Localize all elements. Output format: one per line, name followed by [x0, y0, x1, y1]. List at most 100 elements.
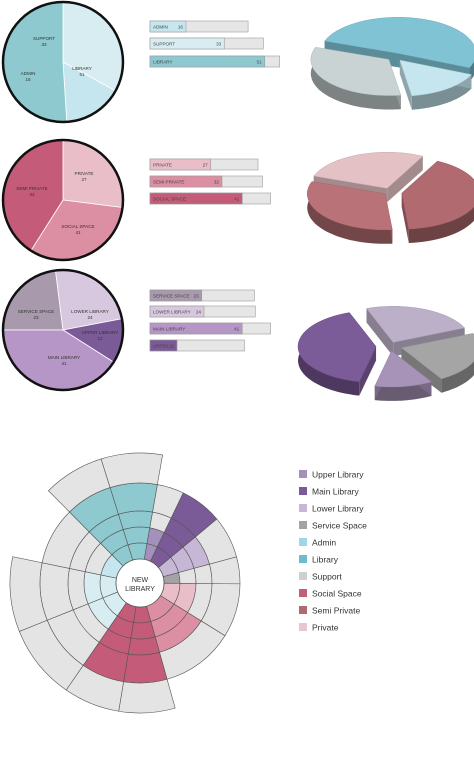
- pie-slice: [2, 1, 68, 123]
- legend-swatch: [299, 589, 307, 597]
- bar: [149, 289, 203, 302]
- pie3d-slice-side: [441, 333, 474, 393]
- legend-swatch: [299, 521, 307, 529]
- bar-value: 32: [214, 180, 220, 185]
- pie3d-slice-wall: [401, 193, 409, 243]
- slice-label: SOCIAL SPACE: [61, 224, 94, 229]
- bar-label: UPPEK: [153, 344, 170, 349]
- bar-value: 41: [234, 327, 240, 332]
- slice-label: UPPER LIBRARY: [82, 330, 119, 335]
- radial-cell: [83, 571, 104, 605]
- bar: [149, 55, 266, 68]
- slice-label: LIBRARY: [72, 66, 92, 71]
- slice-value: 41: [61, 361, 67, 366]
- slice-value: 51: [79, 72, 85, 77]
- slice-value: 12: [97, 336, 103, 341]
- pie3d-slice: [306, 181, 393, 231]
- pie-outline: [1, 0, 125, 124]
- bar-label: SUPPORT: [153, 42, 175, 47]
- radial-center: [115, 558, 165, 608]
- pie3d-slice-wall: [387, 156, 423, 203]
- slice-value: 16: [25, 77, 31, 82]
- bar-label: LOWER LIBRARY: [153, 310, 191, 315]
- pie3d-slice-side: [374, 381, 432, 401]
- bar-label: PRIVATE: [153, 163, 172, 168]
- slice-value: 27: [81, 177, 87, 182]
- pie3d-slice: [297, 312, 377, 382]
- slice-label: ADMIN: [21, 71, 36, 76]
- pie3d-slice: [401, 160, 474, 230]
- pie-outline: [1, 268, 125, 392]
- pie-outline: [1, 138, 125, 262]
- radial-cell: [118, 678, 176, 714]
- pie3d-slice-wall: [399, 60, 412, 110]
- bar: [149, 322, 243, 335]
- bar-value: 24: [196, 310, 202, 315]
- legend-swatch: [299, 572, 307, 580]
- legend-swatch: [299, 606, 307, 614]
- legend-swatch: [299, 555, 307, 563]
- bar-value: 16: [178, 25, 184, 30]
- legend-swatch: [299, 470, 307, 478]
- bar-value: 12: [169, 344, 175, 349]
- slice-value: 32: [29, 192, 35, 197]
- pie3d-slice: [310, 46, 402, 96]
- pie3d-slice-wall: [359, 346, 377, 396]
- slice-value: 23: [33, 315, 39, 320]
- slice-value: 24: [87, 315, 93, 320]
- radial-cell: [123, 651, 168, 684]
- slice-label: SUPPORT: [33, 36, 55, 41]
- pie3d-slice: [324, 17, 474, 68]
- bar: [149, 305, 205, 318]
- radial-cell: [130, 621, 156, 640]
- radial-cell: [100, 452, 163, 488]
- bar-value: 33: [216, 42, 222, 47]
- pie3d-slice: [374, 350, 433, 388]
- legend-label: Support: [312, 572, 342, 582]
- legend-swatch: [299, 623, 307, 631]
- legend-label: Social Space: [312, 589, 362, 599]
- bar: [149, 37, 225, 50]
- pie3d-slice: [366, 306, 466, 343]
- radial-cell: [122, 526, 151, 546]
- radial-cell: [118, 510, 153, 530]
- pie3d-slice: [313, 152, 424, 189]
- bar-label: LIBRARY: [153, 60, 173, 65]
- legend-swatch: [299, 487, 307, 495]
- bar: [149, 339, 178, 352]
- radial-cell: [109, 482, 158, 515]
- bar: [149, 175, 223, 188]
- bar: [149, 20, 187, 33]
- bar-label: SERVICE SPACE: [153, 294, 190, 299]
- slice-label: PRIVATE: [75, 171, 94, 176]
- bar-label: SEMI PRIVATE: [153, 180, 184, 185]
- bar: [149, 158, 212, 171]
- pie3d-slice-wall: [366, 308, 394, 357]
- pie3d-slice-side: [307, 181, 393, 244]
- pie3d-slice-side: [310, 47, 401, 110]
- legend-swatch: [299, 538, 307, 546]
- bar-label: ADMIN: [153, 25, 168, 30]
- legend-label: Library: [312, 555, 339, 565]
- bar-label: MAIN LIBRARY: [153, 327, 185, 332]
- slice-label: LOWER LIBRARY: [71, 309, 109, 314]
- bar-value: 23: [194, 294, 200, 299]
- slice-label: SERVICE SPACE: [18, 309, 55, 314]
- slice-value: 33: [41, 42, 47, 47]
- bar-value: 27: [203, 163, 209, 168]
- radial-cell: [127, 636, 160, 656]
- pie3d-slice: [400, 333, 474, 380]
- bar-value: 41: [234, 197, 240, 202]
- radial-center-label: NEW: [132, 577, 149, 584]
- legend-label: Upper Library: [312, 470, 364, 480]
- legend-label: Semi Private: [312, 606, 360, 616]
- legend-label: Main Library: [312, 487, 360, 497]
- radial-cell: [39, 562, 74, 621]
- legend-label: Admin: [312, 538, 336, 548]
- bar: [149, 192, 243, 205]
- slice-label: SEMI PRIVATE: [16, 186, 47, 191]
- pie3d-slice: [399, 59, 472, 96]
- bar-value: 51: [257, 60, 263, 65]
- radial-cell: [9, 556, 48, 632]
